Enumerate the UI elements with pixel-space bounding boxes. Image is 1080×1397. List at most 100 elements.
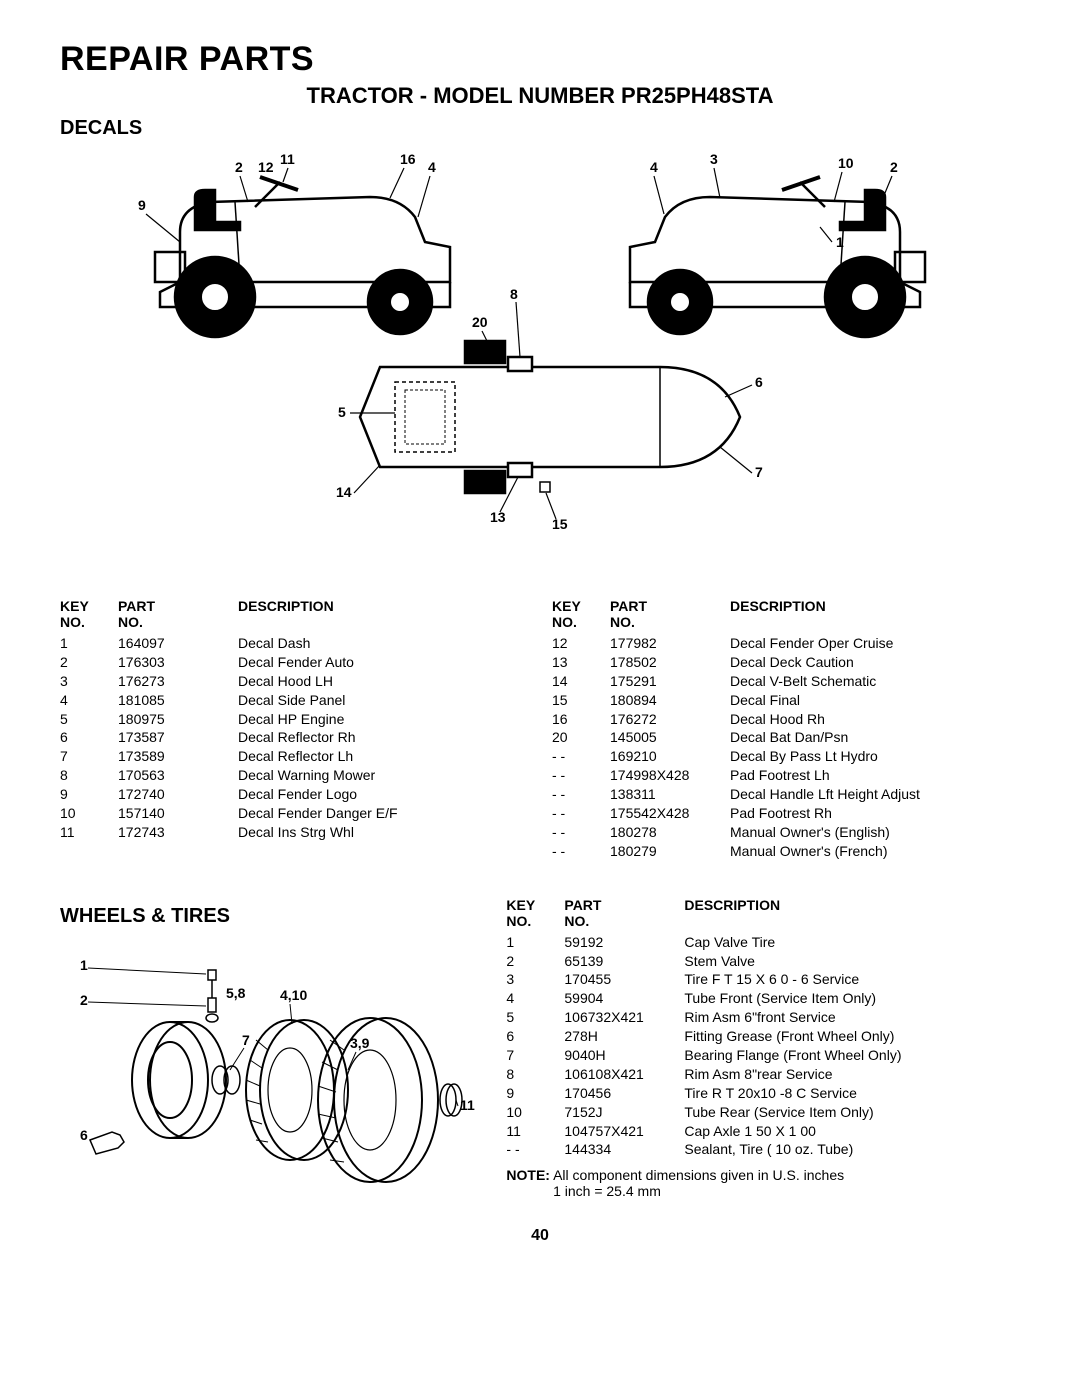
table-row: 7173589Decal Reflector Lh [60, 747, 528, 766]
parts-header: KEYNO. PARTNO. DESCRIPTION [60, 598, 528, 630]
header-key-label: KEYNO. [60, 598, 89, 630]
note-label: NOTE: [506, 1167, 550, 1183]
key-cell: 13 [552, 653, 600, 672]
table-row: 20145005Decal Bat Dan/Psn [552, 728, 1020, 747]
table-row: 1164097Decal Dash [60, 634, 528, 653]
decals-diagram: 2 12 11 16 4 9 4 3 10 [60, 152, 1020, 582]
part-cell: 175291 [610, 672, 720, 691]
desc-cell: Sealant, Tire ( 10 oz. Tube) [684, 1140, 1020, 1159]
svg-text:8: 8 [510, 286, 518, 302]
svg-text:12: 12 [258, 159, 274, 175]
part-cell: 180279 [610, 842, 720, 861]
svg-text:4: 4 [650, 159, 658, 175]
key-cell: 2 [60, 653, 108, 672]
part-cell: 144334 [564, 1140, 674, 1159]
part-cell: 157140 [118, 804, 228, 823]
part-cell: 181085 [118, 691, 228, 710]
desc-cell: Stem Valve [684, 952, 1020, 971]
key-cell: 12 [552, 634, 600, 653]
desc-cell: Manual Owner's (English) [730, 823, 1020, 842]
table-row: 10157140Decal Fender Danger E/F [60, 804, 528, 823]
svg-text:14: 14 [336, 484, 352, 500]
table-row: 4181085Decal Side Panel [60, 691, 528, 710]
desc-cell: Pad Footrest Rh [730, 804, 1020, 823]
part-cell: 138311 [610, 785, 720, 804]
wheels-section: WHEELS & TIRES [60, 897, 1020, 1200]
desc-cell: Decal Ins Strg Whl [238, 823, 528, 842]
svg-text:6: 6 [755, 374, 763, 390]
part-cell: 176272 [610, 710, 720, 729]
table-row: 8106108X421Rim Asm 8"rear Service [506, 1065, 1020, 1084]
table-row: 3176273Decal Hood LH [60, 672, 528, 691]
part-cell: 59192 [564, 933, 674, 952]
part-cell: 9040H [564, 1046, 674, 1065]
table-row: 11172743Decal Ins Strg Whl [60, 823, 528, 842]
key-cell: 4 [60, 691, 108, 710]
svg-text:1: 1 [80, 957, 88, 973]
desc-cell: Decal V-Belt Schematic [730, 672, 1020, 691]
svg-text:16: 16 [400, 152, 416, 167]
key-cell: 8 [506, 1065, 554, 1084]
desc-cell: Decal Warning Mower [238, 766, 528, 785]
part-cell: 178502 [610, 653, 720, 672]
page-number: 40 [60, 1227, 1020, 1245]
header-desc-label: DESCRIPTION [684, 897, 780, 913]
table-row: - -174998X428Pad Footrest Lh [552, 766, 1020, 785]
desc-cell: Decal Handle Lft Height Adjust [730, 785, 1020, 804]
part-cell: 170456 [564, 1084, 674, 1103]
part-cell: 104757X421 [564, 1122, 674, 1141]
header-part-label: PARTNO. [610, 598, 647, 630]
part-cell: 7152J [564, 1103, 674, 1122]
key-cell: 16 [552, 710, 600, 729]
note-sub: 1 inch = 25.4 mm [553, 1183, 661, 1199]
table-row: 79040HBearing Flange (Front Wheel Only) [506, 1046, 1020, 1065]
table-row: 15180894Decal Final [552, 691, 1020, 710]
part-cell: 180975 [118, 710, 228, 729]
desc-cell: Decal Reflector Rh [238, 728, 528, 747]
part-cell: 170455 [564, 970, 674, 989]
svg-text:2: 2 [80, 992, 88, 1008]
svg-text:13: 13 [490, 509, 506, 525]
key-cell: 2 [506, 952, 554, 971]
desc-cell: Tube Front (Service Item Only) [684, 989, 1020, 1008]
desc-cell: Decal Reflector Lh [238, 747, 528, 766]
key-cell: 11 [60, 823, 108, 842]
svg-text:20: 20 [472, 314, 488, 330]
key-cell: 14 [552, 672, 600, 691]
wheels-note: NOTE: All component dimensions given in … [506, 1167, 1020, 1199]
key-cell: 15 [552, 691, 600, 710]
part-cell: 65139 [564, 952, 674, 971]
parts-header: KEYNO. PARTNO. DESCRIPTION [552, 598, 1020, 630]
key-cell: - - [552, 842, 600, 861]
decals-heading: DECALS [60, 117, 1020, 140]
key-cell: 1 [506, 933, 554, 952]
svg-text:2: 2 [890, 159, 898, 175]
svg-text:4,10: 4,10 [280, 987, 307, 1003]
svg-text:3: 3 [710, 152, 718, 167]
desc-cell: Decal Hood LH [238, 672, 528, 691]
svg-text:1: 1 [836, 234, 844, 250]
desc-cell: Decal Bat Dan/Psn [730, 728, 1020, 747]
svg-text:7: 7 [755, 464, 763, 480]
key-cell: - - [552, 823, 600, 842]
key-cell: - - [506, 1140, 554, 1159]
table-row: 11 104757X421 Cap Axle 1 50 X 1 00 [506, 1122, 1020, 1141]
svg-text:4: 4 [428, 159, 436, 175]
part-cell: 170563 [118, 766, 228, 785]
svg-text:11: 11 [460, 1097, 475, 1113]
key-cell: 10 [60, 804, 108, 823]
part-cell: 172740 [118, 785, 228, 804]
desc-cell: Cap Axle 1 50 X 1 00 [684, 1122, 1020, 1141]
wheels-heading: WHEELS & TIRES [60, 905, 482, 928]
key-cell: - - [552, 804, 600, 823]
svg-text:15: 15 [552, 516, 568, 532]
desc-cell: Cap Valve Tire [684, 933, 1020, 952]
key-cell: 8 [60, 766, 108, 785]
table-row: 12177982Decal Fender Oper Cruise [552, 634, 1020, 653]
table-row: - -169210Decal By Pass Lt Hydro [552, 747, 1020, 766]
table-row: 5106732X421Rim Asm 6"front Service [506, 1008, 1020, 1027]
svg-text:6: 6 [80, 1127, 88, 1143]
header-desc-label: DESCRIPTION [730, 598, 826, 614]
key-cell: 11 [506, 1122, 554, 1141]
table-row: - - 144334 Sealant, Tire ( 10 oz. Tube) [506, 1140, 1020, 1159]
